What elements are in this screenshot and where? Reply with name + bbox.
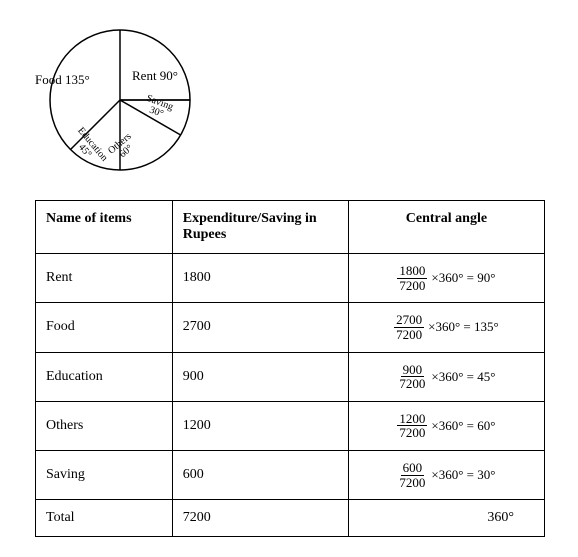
cell-angle: 18007200×360° = 90° bbox=[348, 254, 544, 303]
cell-expenditure: 1800 bbox=[172, 254, 348, 303]
table-row: Education9009007200×360° = 45° bbox=[36, 352, 545, 401]
cell-expenditure: 2700 bbox=[172, 303, 348, 352]
table-row: Others120012007200×360° = 60° bbox=[36, 401, 545, 450]
table-row: Saving6006007200×360° = 30° bbox=[36, 451, 545, 500]
cell-angle: 360° bbox=[348, 500, 544, 537]
cell-angle: 6007200×360° = 30° bbox=[348, 451, 544, 500]
pie-chart: Rent 90°Saving30°Others60°Education45°Fo… bbox=[40, 20, 200, 180]
expenditure-table: Name of items Expenditure/Saving in Rupe… bbox=[35, 200, 545, 537]
cell-name: Saving bbox=[36, 451, 173, 500]
cell-angle: 12007200×360° = 60° bbox=[348, 401, 544, 450]
pie-slice-label: Rent 90° bbox=[132, 68, 178, 84]
header-expenditure: Expenditure/Saving in Rupees bbox=[172, 201, 348, 254]
pie-slice-label: Food 135° bbox=[35, 72, 90, 88]
cell-expenditure: 600 bbox=[172, 451, 348, 500]
header-name: Name of items bbox=[36, 201, 173, 254]
cell-expenditure: 900 bbox=[172, 352, 348, 401]
cell-name: Others bbox=[36, 401, 173, 450]
cell-name: Education bbox=[36, 352, 173, 401]
header-angle: Central angle bbox=[348, 201, 544, 254]
table-row: Food270027007200×360° = 135° bbox=[36, 303, 545, 352]
table-row: Rent180018007200×360° = 90° bbox=[36, 254, 545, 303]
cell-expenditure: 7200 bbox=[172, 500, 348, 537]
cell-name: Rent bbox=[36, 254, 173, 303]
cell-angle: 9007200×360° = 45° bbox=[348, 352, 544, 401]
cell-name: Food bbox=[36, 303, 173, 352]
table-total-row: Total7200360° bbox=[36, 500, 545, 537]
cell-name: Total bbox=[36, 500, 173, 537]
table-header-row: Name of items Expenditure/Saving in Rupe… bbox=[36, 201, 545, 254]
cell-expenditure: 1200 bbox=[172, 401, 348, 450]
cell-angle: 27007200×360° = 135° bbox=[348, 303, 544, 352]
table-body: Rent180018007200×360° = 90°Food270027007… bbox=[36, 254, 545, 537]
